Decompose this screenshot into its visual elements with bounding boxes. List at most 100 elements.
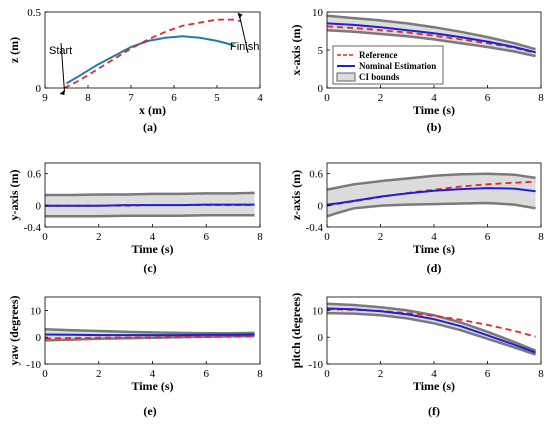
x-tick-label-a: 9 bbox=[42, 92, 48, 104]
y-tick-label-e: 10 bbox=[30, 305, 42, 317]
annotation-finish-arrowhead bbox=[237, 12, 243, 19]
y-axis-label-d: z-axis (m) bbox=[289, 170, 303, 220]
trajectory-line-a bbox=[65, 35, 235, 85]
x-tick-label-d: 0 bbox=[324, 231, 330, 243]
x-axis-label-a: x (m) bbox=[139, 103, 166, 117]
nominal-line-b bbox=[327, 22, 536, 54]
x-tick-label-b: 0 bbox=[324, 92, 330, 104]
nominal-line-e bbox=[45, 333, 255, 337]
ci-lower-line-b bbox=[327, 28, 536, 58]
plot-area-d bbox=[327, 172, 536, 218]
x-tick-label-a: 5 bbox=[214, 92, 220, 104]
ci-band-f bbox=[327, 303, 536, 355]
y-axis-label-b: x-axis (m) bbox=[289, 25, 303, 76]
x-tick-label-e: 0 bbox=[42, 368, 48, 380]
panel-a: 9 8 7 6 5 4 0 0.5 x (m) z (m) (a) Start Finish bbox=[7, 7, 263, 134]
ci-upper-line-d bbox=[327, 172, 536, 191]
x-tick-label-f: 0 bbox=[324, 368, 330, 380]
panel-caption-d: (d) bbox=[427, 261, 442, 275]
y-tick-label-e: -10 bbox=[26, 359, 41, 371]
x-tick-label-a: 4 bbox=[257, 92, 263, 104]
ci-lower-line-f bbox=[327, 311, 537, 356]
x-tick-label-b: 4 bbox=[431, 92, 437, 104]
panel-caption-b: (b) bbox=[427, 120, 442, 134]
x-tick-label-d: 4 bbox=[431, 231, 437, 243]
x-axis-label-d: Time (s) bbox=[413, 242, 455, 256]
x-axis-label-b: Time (s) bbox=[413, 103, 455, 117]
plot-area-c bbox=[45, 191, 255, 218]
annotation-start: Start bbox=[49, 45, 72, 57]
ci-upper-line-e bbox=[45, 327, 255, 335]
x-tick-label-a: 7 bbox=[128, 92, 134, 104]
x-axis-label-e: Time (s) bbox=[131, 379, 173, 393]
x-tick-label-d: 2 bbox=[378, 231, 384, 243]
x-tick-label-f: 6 bbox=[485, 368, 491, 380]
ci-upper-line-f bbox=[327, 302, 537, 352]
panel-caption-e: (e) bbox=[143, 404, 156, 418]
panel-caption-f: (f) bbox=[428, 404, 440, 418]
y-tick-label-d: 0 bbox=[318, 201, 324, 213]
x-tick-label-d: 6 bbox=[485, 231, 491, 243]
reference-line-e bbox=[45, 335, 255, 340]
x-tick-label-c: 8 bbox=[257, 231, 263, 243]
x-tick-label-c: 0 bbox=[42, 231, 48, 243]
y-tick-label-f: 10 bbox=[312, 305, 324, 317]
y-axis-label-e: yaw (degrees) bbox=[7, 295, 21, 365]
annotation-finish: Finish bbox=[230, 41, 259, 53]
x-tick-label-c: 6 bbox=[204, 231, 210, 243]
annotation-start-arrowhead bbox=[59, 90, 65, 95]
panel-caption-a: (a) bbox=[143, 120, 157, 134]
x-tick-label-f: 8 bbox=[538, 368, 544, 380]
axes-frame-a bbox=[44, 11, 261, 89]
legend-entry-1: Nominal Estimation bbox=[359, 61, 436, 71]
x-tick-label-e: 8 bbox=[257, 368, 263, 380]
y-axis-label-f: pitch (degrees) bbox=[289, 293, 303, 368]
ci-lower-line-e bbox=[45, 334, 255, 342]
x-tick-label-a: 8 bbox=[85, 92, 91, 104]
nominal-line-c bbox=[45, 203, 255, 207]
x-tick-label-a: 6 bbox=[171, 92, 177, 104]
y-tick-label-f: -10 bbox=[308, 359, 323, 371]
y-tick-label-c: 0.6 bbox=[27, 169, 41, 181]
x-tick-label-d: 8 bbox=[538, 231, 544, 243]
nominal-line-d bbox=[327, 187, 536, 206]
y-tick-label-b: 10 bbox=[312, 7, 324, 19]
x-tick-label-b: 2 bbox=[378, 92, 384, 104]
y-tick-label-b: 5 bbox=[318, 45, 324, 57]
x-tick-label-c: 4 bbox=[150, 231, 156, 243]
reference-line-a bbox=[63, 18, 241, 88]
y-tick-label-a: 0 bbox=[36, 83, 42, 95]
ci-band-d bbox=[327, 173, 536, 217]
x-tick-label-f: 2 bbox=[378, 368, 384, 380]
y-axis-label-a: z (m) bbox=[7, 37, 21, 63]
y-tick-label-c: -0.4 bbox=[24, 222, 42, 234]
nominal-line-f bbox=[327, 307, 536, 354]
ci-upper-line-b bbox=[327, 14, 536, 51]
x-tick-label-f: 4 bbox=[431, 368, 437, 380]
panel-caption-c: (c) bbox=[143, 261, 156, 275]
plot-area-f bbox=[327, 302, 537, 356]
ci-lower-line-c bbox=[45, 214, 255, 218]
panel-b: 0 2 4 6 8 0 5 10 Time (s) x-axis (m) (b) ReferenceN… bbox=[289, 7, 544, 134]
y-tick-label-d: 0.6 bbox=[309, 169, 323, 181]
y-tick-label-f: 0 bbox=[318, 332, 324, 344]
y-tick-label-d: -0.4 bbox=[306, 222, 324, 234]
y-tick-label-e: 0 bbox=[36, 332, 42, 344]
legend-entry-2: CI bounds bbox=[359, 72, 400, 82]
x-axis-label-c: Time (s) bbox=[131, 242, 173, 256]
plot-area-b bbox=[327, 14, 536, 58]
x-tick-label-e: 6 bbox=[204, 368, 210, 380]
ci-lower-line-d bbox=[327, 201, 536, 218]
y-axis-label-c: y-axis (m) bbox=[7, 170, 21, 221]
legend-swatch-ci bbox=[336, 72, 356, 82]
x-tick-label-b: 6 bbox=[485, 92, 491, 104]
x-axis-label-f: Time (s) bbox=[413, 379, 455, 393]
plot-area-a bbox=[63, 18, 241, 88]
legend-entry-0: Reference bbox=[359, 50, 397, 60]
x-tick-label-b: 8 bbox=[538, 92, 544, 104]
